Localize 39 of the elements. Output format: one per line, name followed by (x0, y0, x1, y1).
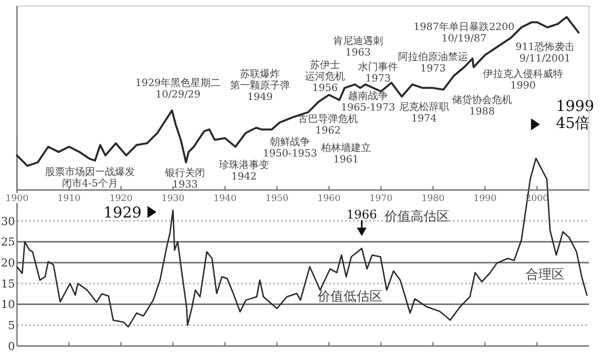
annotation: 珍珠港事变 1942 (219, 158, 269, 182)
x-tick-label: 1930 (162, 194, 185, 204)
annotation: 苏联爆炸第一颗原子弹 1949 (230, 68, 290, 103)
annotation: 尼克松辞职 1974 (399, 100, 449, 124)
annotation: 储贷协会危机 1988 (452, 94, 512, 118)
x-tick-label: 1940 (214, 194, 237, 204)
x-tick-label: 1980 (422, 194, 445, 204)
y-tick-label: 5 (8, 319, 15, 332)
annotation: 911恐怖袭击 9/11/2001 (515, 40, 575, 64)
x-tick-label: 1960 (318, 194, 341, 204)
y-tick-label: 20 (1, 256, 15, 270)
annotation: 阿拉伯原油禁运 1973 (398, 50, 468, 74)
x-tick-label: 1950 (266, 194, 289, 204)
y-tick-label: 25 (1, 236, 15, 249)
annotation: 伊拉克入侵科威特 1990 (483, 68, 563, 92)
annotation: 柏林墙建立 1961 (320, 142, 371, 166)
annotation: 银行关闭 1933 (164, 166, 205, 190)
annotation: 1929 (103, 203, 142, 222)
y-tick-label: 30 (1, 214, 15, 228)
x-tick-label: 1970 (370, 194, 393, 204)
annotation: 1929年黑色星期二 10/29/29 (135, 76, 221, 100)
annotation: 1999 45倍 (556, 96, 594, 132)
annotation: 价值低估区 (316, 290, 382, 305)
annotation: 价值高估区 (384, 208, 450, 225)
annotation: 古巴导弹危机 1962 (298, 112, 358, 136)
annotation: 1966 (346, 208, 378, 222)
annotation: 1987年单日暴跌2200 10/19/87 (414, 20, 514, 44)
y-tick-label: 0 (8, 340, 15, 353)
x-tick-label: 1910 (58, 194, 81, 204)
annotation: 朝鲜战争 1950-1953 (262, 136, 318, 160)
x-tick-label: 1920 (110, 194, 133, 204)
x-tick-label: 1990 (474, 194, 497, 204)
y-tick-label: 15 (1, 277, 15, 290)
y-tick-label: 10 (1, 298, 15, 312)
annotation: 水门事件 1973 (358, 60, 398, 84)
annotation: 股票市场因一战爆发闭市4-5个月 (45, 166, 135, 190)
x-tick-label: 1900 (6, 194, 29, 204)
annotation: 合理区 (526, 268, 564, 283)
annotation: 肯尼迪遇刺 1963 (333, 34, 383, 58)
